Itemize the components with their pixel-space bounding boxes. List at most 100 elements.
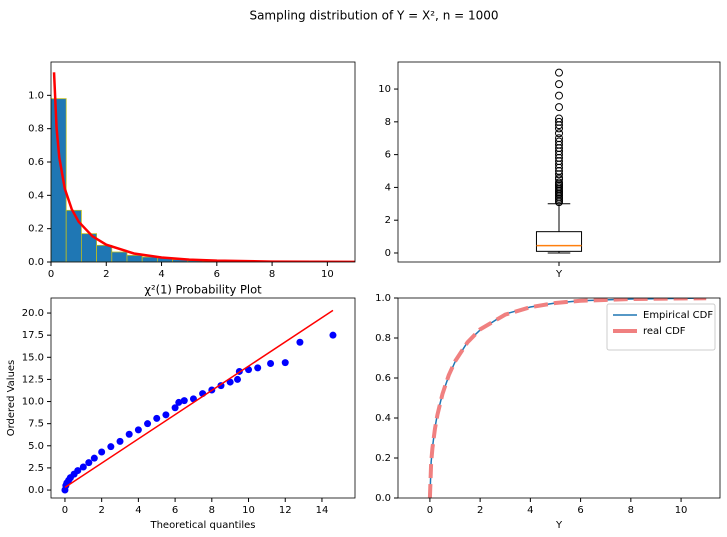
x-tick-label: 10 (321, 269, 334, 280)
axes-title: χ²(1) Probability Plot (144, 283, 262, 297)
x-tick-label: 2 (103, 269, 109, 280)
y-tick-label: 5.0 (28, 441, 44, 452)
plot-area (535, 68, 583, 254)
box (535, 231, 583, 252)
x-tick-label: 10 (242, 505, 255, 516)
point (329, 331, 337, 339)
point (254, 364, 262, 372)
flier (555, 137, 563, 146)
axes-frame (50, 61, 356, 263)
y-tick-label: 2 (385, 215, 391, 226)
bar (126, 254, 143, 262)
fit-line (52, 72, 355, 262)
x-tick-label: 4 (135, 505, 141, 516)
x-tick-label: 6 (214, 269, 220, 280)
x-tick-label: 2 (98, 505, 104, 516)
x-tick-label: 12 (279, 505, 292, 516)
y-tick-label: 0.0 (28, 485, 44, 496)
point (162, 411, 170, 419)
flier (555, 103, 563, 112)
y-tick-label: 0.8 (28, 124, 44, 135)
y-tick-label: 2.5 (28, 463, 44, 474)
point (90, 454, 98, 462)
x-tick-label: 2 (477, 505, 483, 516)
y-tick-label: 0.0 (28, 257, 44, 268)
y-tick-label: 0.6 (28, 157, 44, 168)
point (296, 338, 304, 346)
point (180, 397, 188, 405)
y-tick-label: 8 (385, 117, 391, 128)
series-line (427, 298, 707, 498)
x-tick-label: Y (555, 269, 563, 280)
y-tick-label: 10.0 (22, 397, 44, 408)
x-tick-label: 8 (209, 505, 215, 516)
y-tick-label: 4 (385, 182, 391, 193)
x-tick-label: 10 (675, 505, 688, 516)
figure-title: Sampling distribution of Y = X², n = 100… (249, 9, 498, 23)
y-tick-label: 15.0 (22, 352, 44, 363)
point (144, 420, 152, 428)
flier (555, 178, 563, 187)
plot-area (61, 309, 337, 494)
flier (555, 117, 563, 126)
y-tick-label: 0.6 (375, 373, 391, 384)
plot-area (51, 72, 355, 262)
x-tick-label: 14 (316, 505, 329, 516)
y-tick-label: 0.2 (375, 453, 391, 464)
point (116, 437, 124, 445)
x-tick-label: 0 (427, 505, 433, 516)
point (98, 448, 106, 456)
y-tick-label: 7.5 (28, 419, 44, 430)
axes-frame (397, 61, 721, 263)
point (234, 375, 242, 383)
point (171, 404, 179, 412)
bar (111, 251, 128, 262)
x-axis-label: Theoretical quantiles (149, 520, 255, 531)
point (85, 459, 93, 467)
y-axis-label: Ordered Values (6, 360, 17, 437)
bar (96, 244, 113, 262)
y-tick-label: 10 (378, 84, 391, 95)
y-tick-label: 12.5 (22, 374, 44, 385)
flier (555, 129, 563, 138)
y-tick-label: 6 (385, 150, 391, 161)
x-tick-label: 6 (172, 505, 178, 516)
point (281, 359, 289, 367)
x-axis-label: Y (555, 520, 563, 531)
y-tick-label: 17.5 (22, 330, 44, 341)
x-tick-label: 4 (158, 269, 164, 280)
x-tick-label: 4 (527, 505, 533, 516)
x-tick-label: 0 (62, 505, 68, 516)
fit-line (64, 309, 334, 489)
y-tick-label: 20.0 (22, 308, 44, 319)
bar (65, 209, 82, 262)
y-tick-label: 1.0 (28, 90, 44, 101)
x-tick-label: 8 (269, 269, 275, 280)
point (134, 426, 142, 434)
point (175, 398, 183, 406)
x-tick-label: 6 (577, 505, 583, 516)
axes-frame (397, 297, 721, 499)
point (125, 430, 133, 438)
plot-area (427, 298, 707, 498)
y-tick-label: 1.0 (375, 293, 391, 304)
flier (555, 114, 563, 123)
x-tick-label: 0 (48, 269, 54, 280)
y-tick-label: 0.4 (28, 190, 44, 201)
y-tick-label: 0.4 (375, 413, 391, 424)
flier (555, 68, 563, 77)
y-tick-label: 0.0 (375, 493, 391, 504)
point (153, 414, 161, 422)
legend-label: Empirical CDF (643, 310, 713, 321)
y-tick-label: 0 (385, 248, 391, 259)
flier (555, 134, 563, 143)
y-tick-label: 0.8 (375, 333, 391, 344)
point (79, 463, 87, 471)
y-tick-label: 0.2 (28, 224, 44, 235)
flier (555, 80, 563, 89)
point (267, 359, 275, 367)
x-tick-label: 8 (628, 505, 634, 516)
point (107, 443, 115, 451)
